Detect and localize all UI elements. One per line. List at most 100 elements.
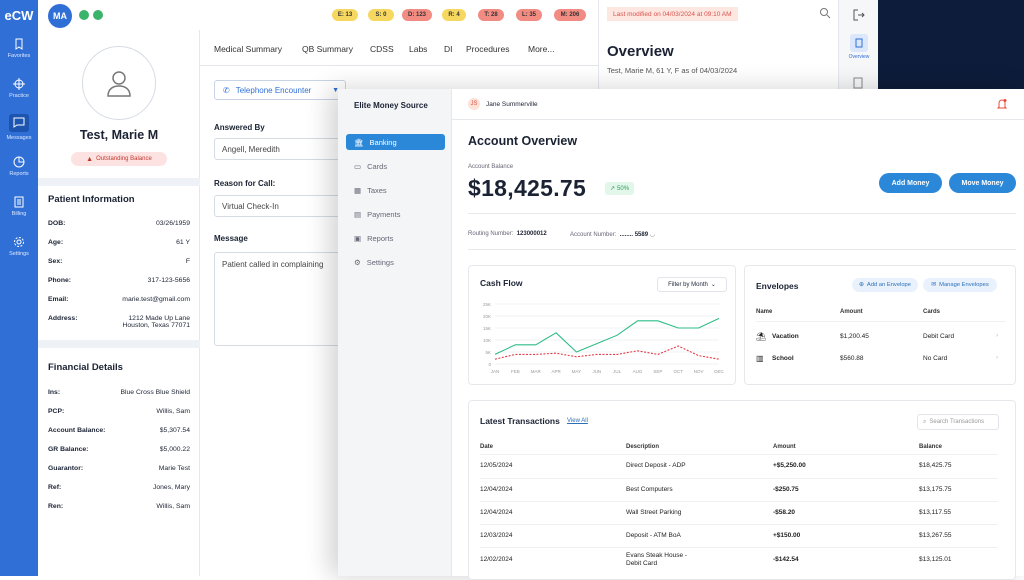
column-header: Amount [840, 309, 863, 315]
patient-photo [82, 46, 156, 120]
counter-badge[interactable]: M: 206 [554, 9, 586, 21]
card-title: Envelopes [756, 281, 799, 291]
counter-badge[interactable]: D: 123 [402, 9, 432, 21]
finance-app-window: Elite Money Source 🏛 Banking ▭ Cards ▦ Taxe… [338, 89, 1024, 580]
trend-up-icon: ↗ [610, 186, 616, 192]
x-tick-label: NOV [694, 369, 704, 374]
add-envelope-button[interactable]: ⊕ Add an Envelope [852, 278, 918, 292]
table-row[interactable]: 12/05/2024 Direct Deposit - ADP +$5,250.… [480, 462, 952, 469]
message-textarea[interactable]: Patient called in complaining [214, 252, 344, 346]
counter-badge[interactable]: S: 0 [368, 9, 394, 21]
manage-envelopes-button[interactable]: ✉ Manage Envelopes [923, 278, 997, 292]
nav-item-reports[interactable]: Reports [0, 156, 38, 177]
transactions-card: Latest Transactions View All ⌕ Search Tra… [468, 400, 1016, 580]
bookmark-icon [15, 38, 23, 50]
palm-tree-icon: ⛱ [756, 332, 767, 341]
finance-sidebar: Elite Money Source 🏛 Banking ▭ Cards ▦ Taxe… [338, 89, 452, 576]
tab-cdss[interactable]: CDSS [370, 44, 394, 54]
divider [756, 321, 1006, 322]
view-all-link[interactable]: View All [567, 418, 588, 424]
info-row: Account Balance: $5,307.54 [48, 427, 190, 434]
sidebar-item-payments[interactable]: ▤ Payments [354, 209, 401, 219]
gear-icon: ⚙ [354, 257, 361, 267]
nav-item-favorites[interactable]: Favorites [0, 38, 38, 59]
table-row[interactable]: 12/03/2024 Deposit - ATM BoA +$150.00 $1… [480, 532, 952, 539]
status-badge: ▲ Outstanding Balance [71, 152, 167, 166]
envelope-icon: ✉ [931, 282, 937, 288]
search-input[interactable]: ⌕ Search Transactions [917, 414, 999, 430]
answered-by-field[interactable]: Angell, Meredith [214, 138, 344, 160]
tab-qb-summary[interactable]: QB Summary [302, 44, 354, 54]
chart-tabs: Medical Summary QB Summary CDSS Labs DI … [200, 30, 598, 66]
x-tick-label: APR [551, 369, 561, 374]
column-header: Description [626, 444, 660, 450]
bell-icon[interactable] [996, 97, 1008, 115]
user-menu[interactable]: JS Jane Summerville [468, 98, 538, 110]
search-icon: ⌕ [923, 418, 927, 425]
sidebar-item-reports[interactable]: ▣ Reports [354, 233, 394, 243]
encounter-type-select[interactable]: ✆ Telephone Encounter ▼ [214, 80, 346, 100]
chevron-down-icon: ▼ [332, 86, 339, 94]
search-icon[interactable] [819, 6, 831, 24]
divider [38, 340, 200, 348]
nav-item-messages[interactable]: Messages [0, 114, 38, 141]
books-icon: ▥ [756, 354, 764, 363]
info-row: PCP: Willis, Sam [48, 408, 190, 415]
balance-change-badge: ↗ 50% [605, 182, 635, 195]
cash-flow-card: Cash Flow Filter by Month ⌄ 25K 20K 15K 10K 5… [468, 265, 736, 385]
table-row[interactable]: 12/04/2024 Wall Street Parking -$58.20 $… [480, 509, 952, 516]
divider [452, 119, 1024, 120]
tab-procedures[interactable]: Procedures [466, 44, 510, 54]
avatar[interactable]: MA [48, 4, 72, 28]
exit-icon[interactable] [853, 8, 865, 26]
list-item[interactable]: ▥ School $560.88 No Card › [756, 354, 999, 363]
x-tick-label: SEP [653, 369, 662, 374]
tab-di[interactable]: DI [444, 44, 453, 54]
field-label: Reason for Call: [214, 179, 276, 188]
last-modified-banner: Last modified on 04/03/2024 at 09:10 AM [607, 7, 738, 21]
bank-icon: 🏛 [354, 137, 364, 147]
balance-label: Account Balance [468, 164, 514, 170]
info-row: Ren: Willis, Sam [48, 503, 190, 510]
info-row: Age: 61 Y [48, 239, 190, 246]
sidebar-item-taxes[interactable]: ▦ Taxes [354, 185, 387, 195]
reason-field[interactable]: Virtual Check-In [214, 195, 344, 217]
taxes-icon: ▦ [354, 185, 362, 195]
tab-medical-summary[interactable]: Medical Summary [214, 44, 283, 54]
move-money-button[interactable]: Move Money [949, 173, 1016, 193]
counter-badge[interactable]: L: 35 [516, 9, 542, 21]
filter-select[interactable]: Filter by Month ⌄ [657, 277, 727, 292]
nav-item-practice[interactable]: Practice [0, 78, 38, 99]
page-subtitle: Test, Marie M, 61 Y, F as of 04/03/2024 [607, 66, 738, 75]
card-title: Cash Flow [480, 278, 523, 288]
sidebar-item-cards[interactable]: ▭ Cards [354, 161, 388, 171]
gear-icon [14, 237, 24, 247]
tab-labs[interactable]: Labs [409, 44, 428, 54]
nav-item-billing[interactable]: Billing [0, 196, 38, 217]
nav-item-settings[interactable]: Settings [0, 236, 38, 257]
field-label: Message [214, 234, 248, 243]
app-logo: eCW [4, 8, 34, 23]
sidebar-item-banking[interactable]: 🏛 Banking [346, 134, 445, 150]
message-icon [13, 117, 25, 128]
table-row[interactable]: 12/02/2024 Evans Steak House - Debit Card… [480, 552, 952, 568]
sidebar-item-settings[interactable]: ⚙ Settings [354, 257, 394, 267]
top-bar: MA E: 13 S: 0 D: 123 R: 4 T: 28 L: 35 M:… [38, 0, 598, 30]
phone-icon: ✆ [223, 85, 230, 95]
y-tick-label: 20K [483, 314, 491, 319]
card-title: Latest Transactions [480, 416, 560, 426]
eye-icon[interactable]: ◡ [649, 232, 655, 238]
tab-overview[interactable]: Overview [843, 34, 875, 60]
info-row: GR Balance: $5,000.22 [48, 446, 190, 453]
counter-badge[interactable]: E: 13 [332, 9, 358, 21]
add-money-button[interactable]: Add Money [879, 173, 942, 193]
tab-more[interactable]: More... [528, 44, 555, 54]
x-tick-label: MAR [531, 369, 542, 374]
counter-badge[interactable]: T: 28 [478, 9, 504, 21]
divider [480, 524, 998, 525]
list-item[interactable]: ⛱ Vacation $1,200.45 Debit Card › [756, 332, 999, 341]
counter-badge[interactable]: R: 4 [442, 9, 466, 21]
document-icon[interactable] [853, 76, 863, 94]
info-row: Ins: Blue Cross Blue Shield [48, 389, 190, 396]
table-row[interactable]: 12/04/2024 Best Computers -$250.75 $13,1… [480, 486, 952, 493]
